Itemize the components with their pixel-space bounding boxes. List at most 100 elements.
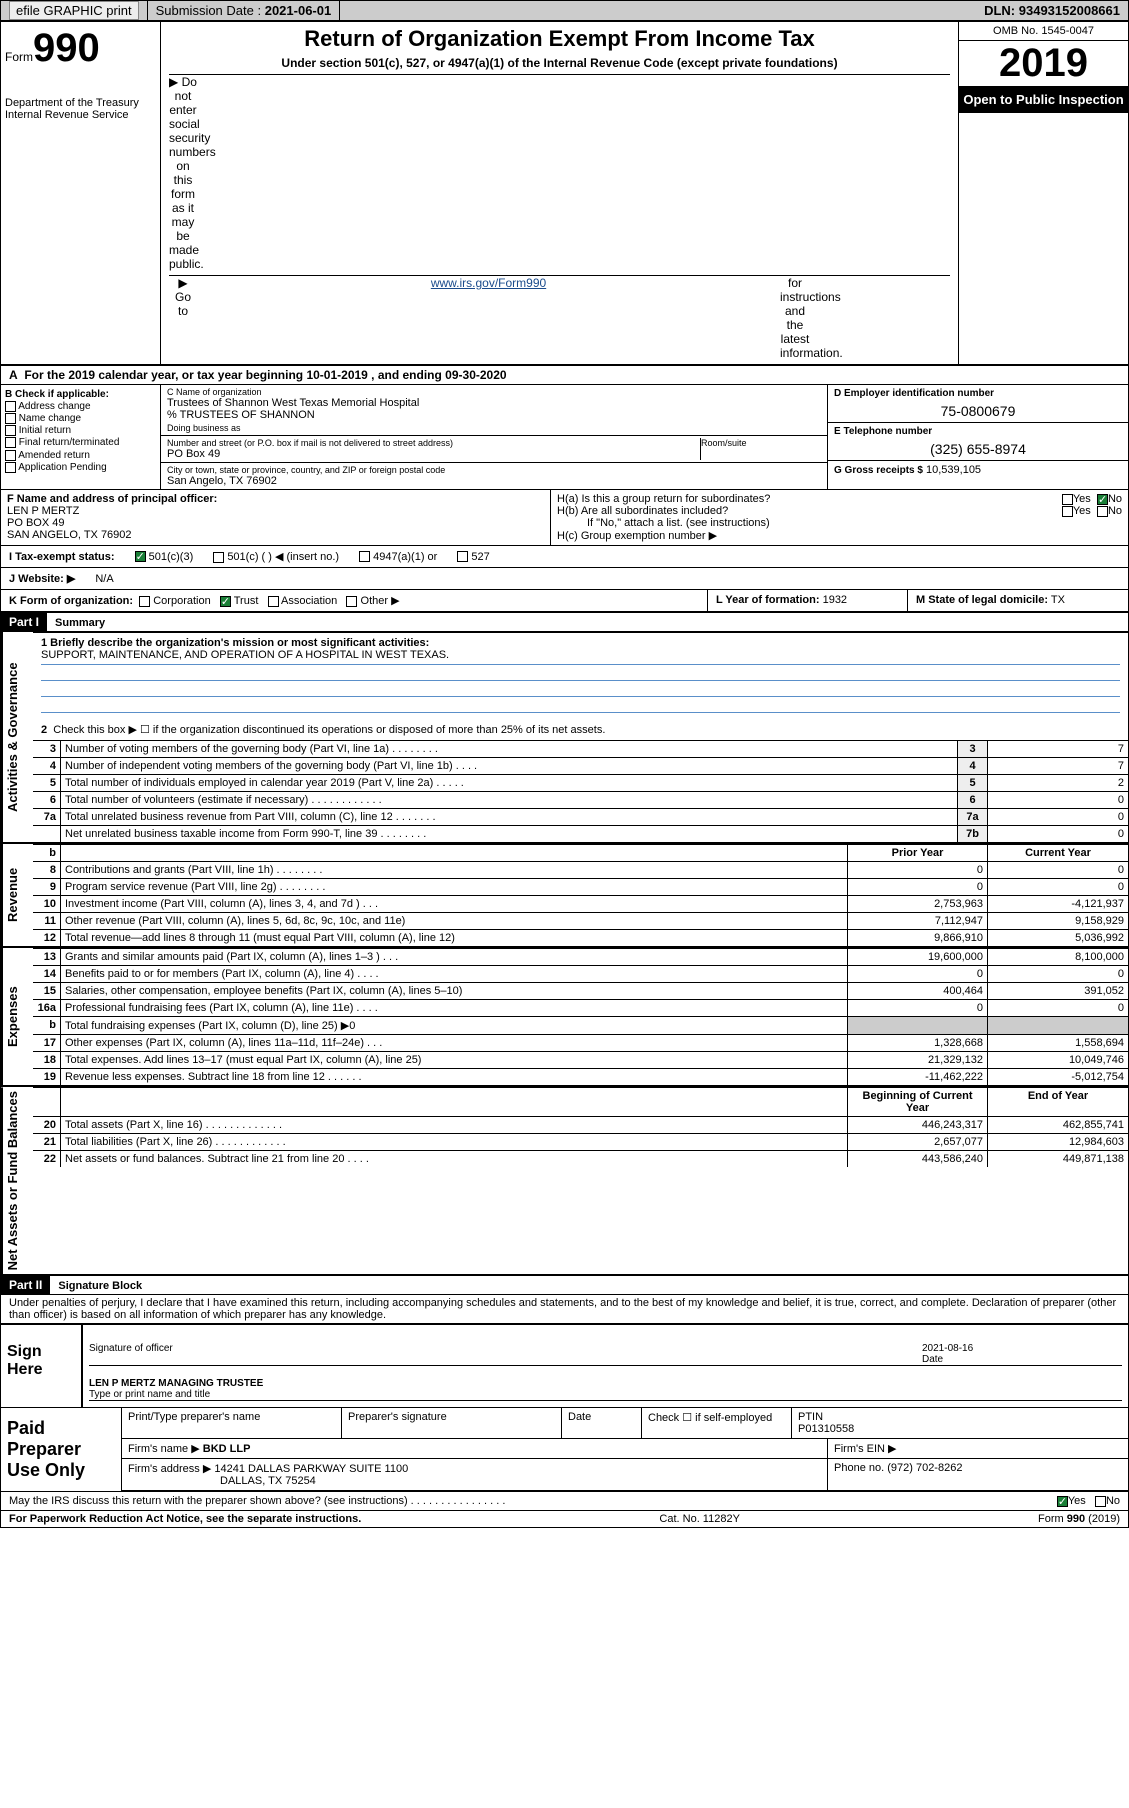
current-value: 0	[988, 879, 1128, 895]
expenses-section: Expenses 13Grants and similar amounts pa…	[1, 948, 1128, 1087]
col-beginning: Beginning of Current Year	[848, 1088, 988, 1116]
header-left: Form990 Department of the Treasury Inter…	[1, 22, 161, 364]
check-b: B Check if applicable: Address change Na…	[1, 385, 161, 489]
discuss-no-checkbox[interactable]	[1095, 1496, 1106, 1507]
check-initial-return[interactable]: Initial return	[5, 425, 156, 436]
tab-revenue: Revenue	[1, 844, 33, 946]
ein-cell: D Employer identification number75-08006…	[828, 385, 1128, 423]
sig-officer-label: Signature of officer	[89, 1343, 922, 1365]
table-row: bTotal fundraising expenses (Part IX, co…	[33, 1016, 1128, 1034]
line-number: 16a	[33, 1000, 61, 1016]
line-number: 5	[33, 775, 61, 791]
sig-officer-line: Signature of officer 2021-08-16Date	[89, 1331, 1122, 1366]
check-amended-return[interactable]: Amended return	[5, 450, 156, 461]
table-row: 13Grants and similar amounts paid (Part …	[33, 948, 1128, 965]
table-row: 3Number of voting members of the governi…	[33, 740, 1128, 757]
current-value: 5,036,992	[988, 930, 1128, 946]
check-corp[interactable]: Corporation	[139, 595, 211, 607]
check-name-change[interactable]: Name change	[5, 413, 156, 424]
line-number: 4	[33, 758, 61, 774]
col-prior-year: Prior Year	[848, 845, 988, 861]
header-note-1: ▶ Do not enter social security numbers o…	[169, 74, 950, 271]
efile-button[interactable]: efile GRAPHIC print	[9, 1, 139, 20]
name-address: C Name of organization Trustees of Shann…	[161, 385, 828, 489]
form-number: Form990	[5, 26, 156, 71]
discuss-yes-checkbox[interactable]	[1057, 1496, 1068, 1507]
table-row: 7aTotal unrelated business revenue from …	[33, 808, 1128, 825]
check-other[interactable]: Other ▶	[346, 595, 399, 607]
line-desc: Professional fundraising fees (Part IX, …	[61, 1000, 848, 1016]
sign-here-label: Sign Here	[1, 1325, 81, 1407]
prior-value: 2,753,963	[848, 896, 988, 912]
line-desc: Grants and similar amounts paid (Part IX…	[61, 949, 848, 965]
current-value: -4,121,937	[988, 896, 1128, 912]
line-number: 15	[33, 983, 61, 999]
form-header: Form990 Department of the Treasury Inter…	[1, 22, 1128, 366]
line-desc: Total unrelated business revenue from Pa…	[61, 809, 958, 825]
line-desc: Other expenses (Part IX, column (A), lin…	[61, 1035, 848, 1051]
prior-value: 446,243,317	[848, 1117, 988, 1133]
identity-block: B Check if applicable: Address change Na…	[1, 385, 1128, 489]
line-number: 11	[33, 913, 61, 929]
efile-label: efile GRAPHIC print	[1, 1, 148, 20]
check-address-change[interactable]: Address change	[5, 401, 156, 412]
h-a: H(a) Is this a group return for subordin…	[557, 493, 1122, 505]
header-mid: Return of Organization Exempt From Incom…	[161, 22, 958, 364]
prior-value: 0	[848, 966, 988, 982]
line-desc: Contributions and grants (Part VIII, lin…	[61, 862, 848, 878]
line-value: 0	[988, 826, 1128, 842]
table-row: 17Other expenses (Part IX, column (A), l…	[33, 1034, 1128, 1051]
h-block: H(a) Is this a group return for subordin…	[551, 490, 1128, 545]
current-value: 449,871,138	[988, 1151, 1128, 1167]
table-row: 8Contributions and grants (Part VIII, li…	[33, 861, 1128, 878]
line-1: 1 Briefly describe the organization's mi…	[33, 632, 1128, 719]
gross-receipts-cell: G Gross receipts $ 10,539,105	[828, 461, 1128, 479]
line-number: 19	[33, 1069, 61, 1085]
line-number	[33, 826, 61, 842]
check-527[interactable]: 527	[457, 551, 489, 563]
row-l: L Year of formation: 1932	[708, 590, 908, 611]
table-row: 18Total expenses. Add lines 13–17 (must …	[33, 1051, 1128, 1068]
line-number: 9	[33, 879, 61, 895]
check-b-label: B Check if applicable:	[5, 389, 156, 400]
table-row: 20Total assets (Part X, line 16) . . . .…	[33, 1116, 1128, 1133]
prior-value: 7,112,947	[848, 913, 988, 929]
line-value: 7	[988, 758, 1128, 774]
current-value: -5,012,754	[988, 1069, 1128, 1085]
table-row: 19Revenue less expenses. Subtract line 1…	[33, 1068, 1128, 1085]
line-desc: Total assets (Part X, line 16) . . . . .…	[61, 1117, 848, 1133]
check-final-return[interactable]: Final return/terminated	[5, 437, 156, 448]
line-desc: Total fundraising expenses (Part IX, col…	[61, 1017, 848, 1034]
dept-label: Department of the Treasury Internal Reve…	[5, 97, 156, 121]
id-right: D Employer identification number75-08006…	[828, 385, 1128, 489]
table-row: 14Benefits paid to or for members (Part …	[33, 965, 1128, 982]
check-4947[interactable]: 4947(a)(1) or	[359, 551, 437, 563]
prep-header-row: Print/Type preparer's namePreparer's sig…	[122, 1408, 1128, 1439]
table-row: 10Investment income (Part VIII, column (…	[33, 895, 1128, 912]
check-trust[interactable]: Trust	[220, 595, 259, 607]
line-desc: Total number of volunteers (estimate if …	[61, 792, 958, 808]
header-note-2: ▶ Go to www.irs.gov/Form990 for instruct…	[169, 275, 950, 360]
footer-right: Form 990 (2019)	[1038, 1513, 1120, 1525]
discuss-row: May the IRS discuss this return with the…	[1, 1491, 1128, 1510]
line-desc: Investment income (Part VIII, column (A)…	[61, 896, 848, 912]
prep-firm-row: Firm's name ▶ BKD LLP Firm's EIN ▶	[122, 1439, 1128, 1459]
netassets-section: Net Assets or Fund Balances Beginning of…	[1, 1087, 1128, 1276]
line-ref: 6	[958, 792, 988, 808]
city-cell: City or town, state or province, country…	[161, 463, 827, 489]
check-application-pending[interactable]: Application Pending	[5, 462, 156, 473]
check-assoc[interactable]: Association	[268, 595, 338, 607]
line-desc: Total expenses. Add lines 13–17 (must eq…	[61, 1052, 848, 1068]
tab-governance: Activities & Governance	[1, 632, 33, 842]
form-title: Return of Organization Exempt From Incom…	[169, 26, 950, 52]
line-2: 2 Check this box ▶ ☐ if the organization…	[33, 719, 1128, 740]
instructions-link[interactable]: www.irs.gov/Form990	[197, 276, 780, 360]
current-value: 1,558,694	[988, 1035, 1128, 1051]
line-number: 3	[33, 741, 61, 757]
phone-cell: E Telephone number(325) 655-8974	[828, 423, 1128, 461]
row-k-l-m: K Form of organization: Corporation Trus…	[1, 589, 1128, 613]
check-501c[interactable]: 501(c) ( ) ◀ (insert no.)	[213, 550, 339, 563]
line-number: 13	[33, 949, 61, 965]
check-501c3[interactable]: 501(c)(3)	[135, 551, 194, 563]
table-row: 11Other revenue (Part VIII, column (A), …	[33, 912, 1128, 929]
